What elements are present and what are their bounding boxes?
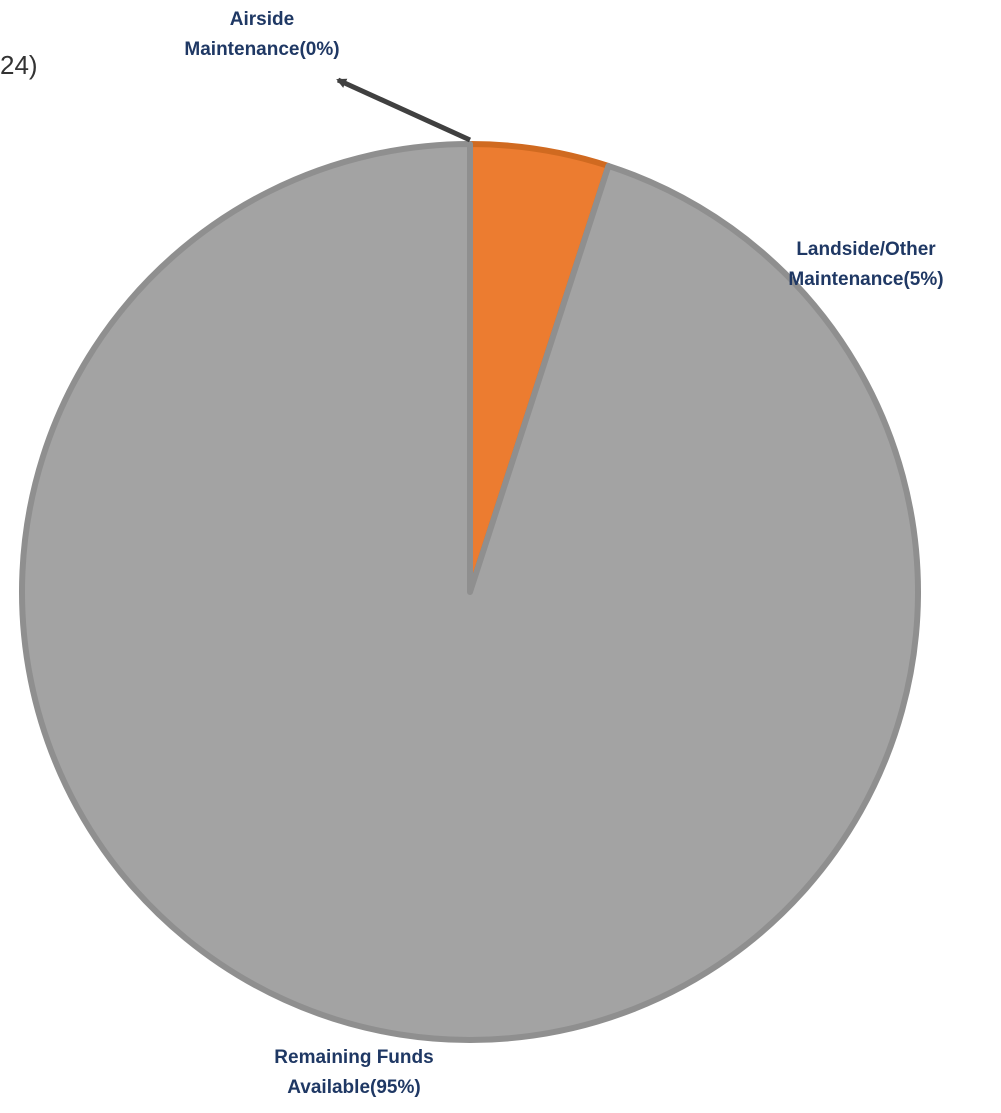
pie-label-line: Maintenance(5%) bbox=[788, 269, 943, 290]
pie-label-line: Maintenance(0%) bbox=[184, 39, 339, 60]
leader-arrow-airside bbox=[336, 77, 472, 143]
pie-label-airside: Airside Maintenance(0%) bbox=[184, 9, 339, 60]
pie-label-line: Available(95%) bbox=[287, 1077, 420, 1098]
chart-title-fragment: 24) bbox=[0, 50, 38, 80]
pie-label-line: Remaining Funds bbox=[274, 1047, 433, 1068]
pie-slice-remaining-funds bbox=[18, 141, 921, 1043]
pie-label-line: Airside bbox=[230, 9, 294, 30]
pie-label-landside-other: Landside/Other Maintenance(5%) bbox=[788, 239, 943, 290]
pie-label-remaining-funds: Remaining Funds Available(95%) bbox=[274, 1047, 433, 1098]
pie-label-line: Landside/Other bbox=[796, 239, 936, 260]
